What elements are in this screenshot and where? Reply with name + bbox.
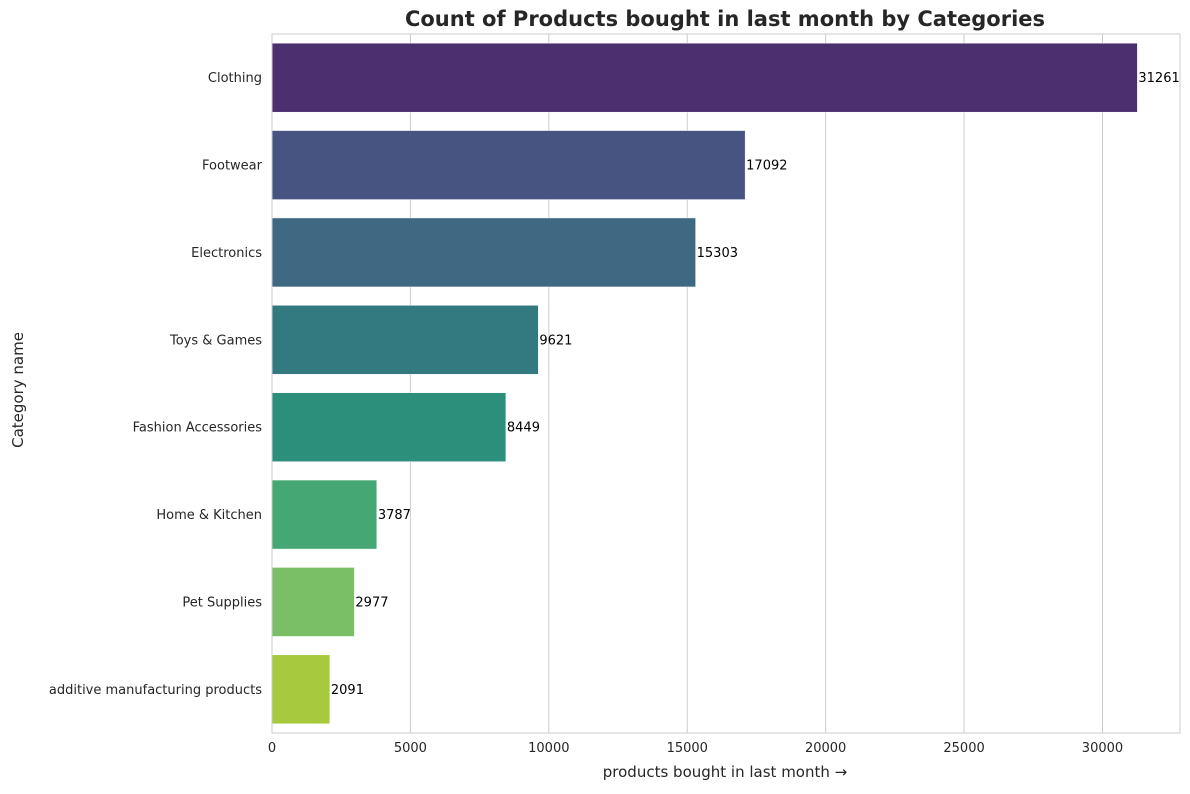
data-label: 17092 bbox=[746, 159, 787, 174]
x-tick-label: 0 bbox=[268, 741, 276, 756]
data-label: 9621 bbox=[539, 333, 572, 348]
x-tick-label: 10000 bbox=[528, 741, 569, 756]
x-tick-label: 5000 bbox=[394, 741, 427, 756]
bar bbox=[271, 217, 696, 288]
y-tick-label: Toys & Games bbox=[169, 333, 262, 348]
y-tick-label: Clothing bbox=[208, 71, 262, 86]
bar bbox=[271, 42, 1138, 113]
chart-title: Count of Products bought in last month b… bbox=[405, 7, 1045, 31]
x-tick-label: 25000 bbox=[943, 741, 984, 756]
data-labels: 31261 17092 15303 9621 8449 3787 2977 2091 bbox=[331, 71, 1180, 698]
data-label: 3787 bbox=[378, 508, 411, 523]
x-tick-label: 15000 bbox=[667, 741, 708, 756]
y-tick-label: Pet Supplies bbox=[182, 595, 262, 610]
x-ticks: 0 5000 10000 15000 20000 25000 30000 bbox=[268, 741, 1123, 756]
data-label: 31261 bbox=[1138, 71, 1179, 86]
x-axis-label: products bought in last month → bbox=[603, 763, 847, 781]
bar bbox=[271, 130, 746, 200]
y-tick-label: Fashion Accessories bbox=[133, 421, 263, 436]
x-tick-label: 20000 bbox=[805, 741, 846, 756]
y-tick-label: Footwear bbox=[202, 159, 263, 174]
bar bbox=[271, 479, 378, 550]
data-label: 2977 bbox=[355, 595, 388, 610]
y-tick-label: Electronics bbox=[191, 246, 262, 261]
bar bbox=[271, 567, 355, 637]
y-tick-label: additive manufacturing products bbox=[49, 683, 262, 698]
data-label: 2091 bbox=[331, 683, 364, 698]
y-axis-label: Category name bbox=[9, 332, 27, 448]
x-tick-label: 30000 bbox=[1082, 741, 1123, 756]
bars-layer bbox=[271, 42, 1138, 725]
bar bbox=[271, 392, 507, 462]
y-ticks: Clothing Footwear Electronics Toys & Games F… bbox=[49, 71, 263, 698]
bar bbox=[271, 654, 331, 725]
y-tick-label: Home & Kitchen bbox=[156, 508, 262, 523]
bar bbox=[271, 305, 539, 375]
data-label: 8449 bbox=[507, 421, 540, 436]
data-label: 15303 bbox=[697, 246, 738, 261]
plot-frame bbox=[271, 33, 1181, 734]
